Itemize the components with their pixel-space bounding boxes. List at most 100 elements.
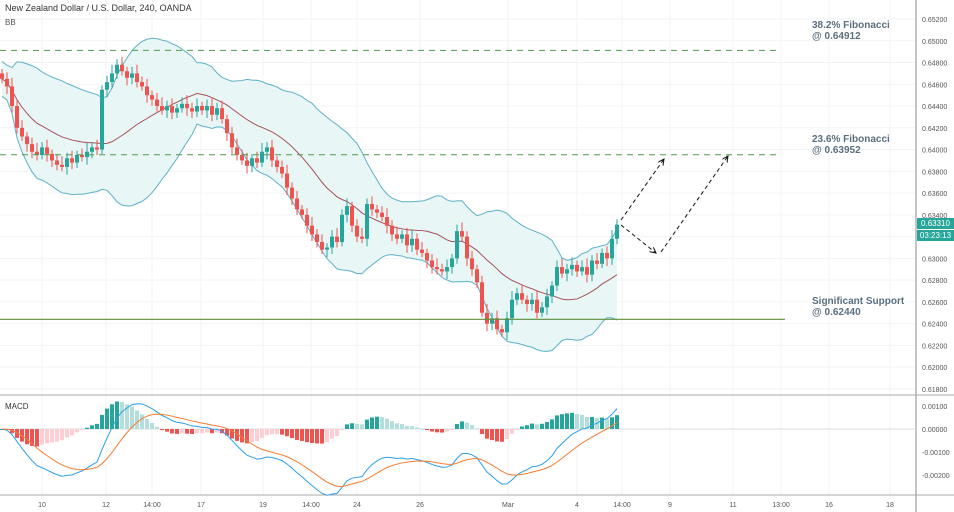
macd-histogram-bar [240, 429, 244, 443]
macd-histogram-bar [425, 429, 429, 431]
candle-body [85, 151, 89, 158]
candle-body [115, 64, 119, 74]
bollinger-basis [1, 78, 618, 301]
x-tick-label: 13:00 [772, 502, 790, 509]
candle-body [190, 108, 194, 112]
candle-body [390, 225, 394, 235]
candle-body [380, 212, 384, 218]
candle-body [305, 214, 309, 226]
x-tick-label: 14:00 [613, 502, 631, 509]
candle-body [95, 147, 99, 150]
macd-histogram-bar [280, 429, 284, 435]
macd-histogram-bar [10, 429, 14, 434]
candle-body [0, 73, 4, 79]
candle-body [135, 73, 139, 83]
macd-histogram-bar [165, 429, 169, 432]
candle-body [25, 136, 29, 145]
candle-body [515, 293, 519, 300]
macd-histogram-bar [345, 424, 349, 429]
candle-body [195, 106, 199, 112]
candle-body [400, 234, 404, 239]
x-tick-label: 14:00 [143, 502, 161, 509]
candle-body [180, 103, 184, 109]
candle-body [230, 133, 234, 148]
macd-histogram-bar [325, 429, 329, 443]
candle-body [280, 166, 284, 174]
candle-body [590, 260, 594, 275]
macd-histogram-bar [180, 429, 184, 434]
candle-body [290, 187, 294, 199]
macd-histogram-bar [150, 422, 154, 429]
macd-histogram-bar [305, 429, 309, 443]
macd-histogram-bar [115, 401, 119, 429]
macd-histogram-bar [485, 429, 489, 439]
candle-body [125, 71, 129, 78]
candle-body [250, 158, 254, 166]
candle-body [535, 299, 539, 313]
macd-histogram-bar [125, 404, 129, 429]
macd-histogram-bar [200, 429, 204, 434]
candle-body [350, 206, 354, 226]
candle-body [225, 119, 229, 134]
candle-body [455, 231, 459, 259]
macd-histogram-bar [585, 416, 589, 429]
candle-body [525, 299, 529, 305]
macd-histogram-bar [500, 429, 504, 442]
macd-histogram-bar [70, 429, 74, 436]
candle-body [405, 234, 409, 246]
bb-indicator-label[interactable]: BB [5, 18, 16, 27]
macd-histogram-bar [615, 415, 619, 429]
macd-histogram-bar [335, 429, 339, 437]
macd-histogram-bar [105, 408, 109, 429]
x-tick-label: 14:00 [302, 502, 320, 509]
y-tick-label: 0.62600 [922, 300, 947, 307]
x-tick-label: 4 [575, 502, 579, 509]
candle-body [120, 64, 124, 72]
macd-histogram-bar [300, 429, 304, 441]
candle-body [580, 267, 584, 272]
candle-body [265, 147, 269, 152]
candle-body [485, 312, 489, 324]
candle-body [550, 285, 554, 297]
macd-histogram-bar [75, 429, 79, 433]
projection-arrow [620, 159, 664, 221]
candle-body [205, 106, 209, 111]
y-tick-label: 0.63600 [922, 191, 947, 198]
candle-body [35, 151, 39, 155]
macd-histogram-bar [605, 418, 609, 429]
y-tick-label: 0.62400 [922, 322, 947, 329]
x-tick-label: 24 [353, 502, 361, 509]
x-tick-label: 11 [729, 502, 736, 509]
candle-body [600, 252, 604, 264]
candle-body [15, 106, 19, 128]
macd-histogram-bar [340, 429, 344, 430]
candle-body [555, 267, 559, 286]
macd-histogram-bar [215, 429, 219, 433]
candle-body [155, 99, 159, 107]
candle-body [255, 158, 259, 163]
bollinger-band-fill [2, 38, 617, 352]
candle-body [500, 329, 504, 333]
candle-body [340, 214, 344, 243]
candle-body [20, 127, 24, 137]
bollinger-lower-band [1, 95, 618, 352]
candle-body [240, 155, 244, 161]
macd-histogram-bar [330, 429, 334, 439]
macd-histogram-bar [580, 414, 584, 429]
candle-body [295, 198, 299, 210]
candle-body [110, 73, 114, 83]
macd-histogram-bar [610, 417, 614, 429]
candle-body [420, 249, 424, 253]
macd-histogram-bar [40, 429, 44, 445]
macd-histogram-bar [390, 421, 394, 429]
y-tick-label: 0.62000 [922, 365, 947, 372]
macd-histogram-bar [250, 429, 254, 443]
bollinger-upper-band [1, 37, 618, 261]
macd-histogram-bar [415, 427, 419, 429]
macd-histogram-bar [455, 424, 459, 429]
macd-histogram-bar [190, 429, 194, 435]
candle-body [300, 209, 304, 215]
macd-indicator-label[interactable]: MACD [5, 402, 29, 411]
